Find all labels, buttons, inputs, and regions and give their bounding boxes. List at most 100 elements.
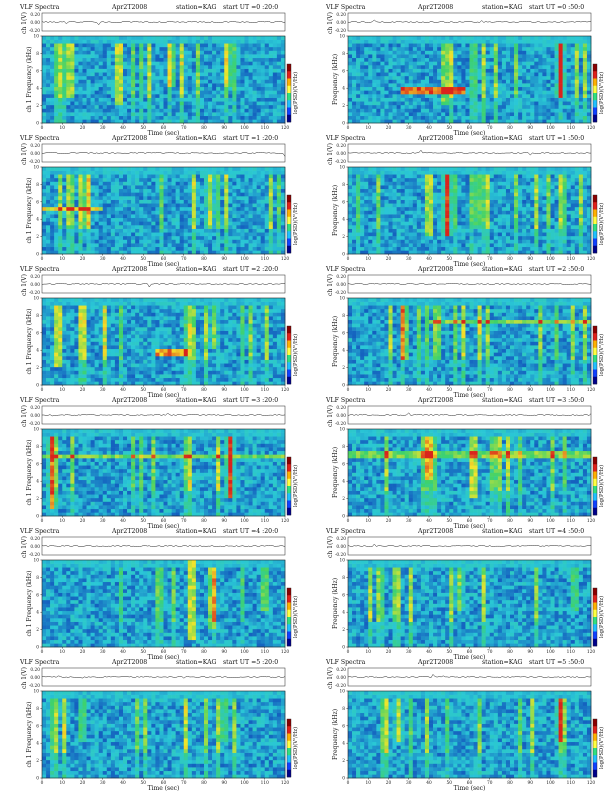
x-tick-label: 100 xyxy=(240,126,248,131)
colorbar xyxy=(592,587,598,647)
x-tick-label: 20 xyxy=(386,388,392,393)
waveform-trace xyxy=(41,545,286,547)
y-tick-label: 0 xyxy=(342,253,345,258)
x-tick-label: 110 xyxy=(261,126,269,131)
y-axis-label: ch 1 Frequency (kHz) xyxy=(26,309,33,375)
y-tick-label: 8 xyxy=(342,52,345,57)
y-tick-label: 0 xyxy=(36,646,39,651)
y-axis-label: Frequency (kHz) xyxy=(332,709,339,760)
x-tick-label: 90 xyxy=(222,781,228,786)
x-tick-label: 10 xyxy=(366,519,372,524)
panel-start-time: start UT =1 :50:0 xyxy=(529,135,584,142)
x-tick-label: 30 xyxy=(406,781,412,786)
y-tick-label: 10 xyxy=(34,428,40,433)
y-tick-label: 10 xyxy=(340,428,346,433)
waveform-tick-label: -0.20 xyxy=(335,684,346,689)
x-tick-label: 20 xyxy=(386,781,392,786)
y-tick-label: 4 xyxy=(36,349,39,354)
x-tick-label: 60 xyxy=(467,781,473,786)
waveform-tick-label: 0.00 xyxy=(30,545,40,550)
y-tick-label: 6 xyxy=(342,331,345,336)
panel-title: VLF Spectra xyxy=(325,266,366,273)
panel-station: station=KAG xyxy=(482,659,523,666)
panel-start-time: start UT =0 :50:0 xyxy=(529,4,584,11)
x-tick-label: 10 xyxy=(366,126,372,131)
x-tick-label: 50 xyxy=(141,650,147,655)
x-tick-label: 120 xyxy=(587,519,595,524)
x-tick-label: 100 xyxy=(240,257,248,262)
x-tick-label: 50 xyxy=(447,519,453,524)
x-tick-label: 80 xyxy=(507,126,513,131)
x-tick-label: 50 xyxy=(447,257,453,262)
panel-title: VLF Spectra xyxy=(325,4,366,11)
waveform-tick-label: 0.00 xyxy=(30,283,40,288)
x-tick-label: 70 xyxy=(181,650,187,655)
x-tick-label: 90 xyxy=(528,257,534,262)
colorbar-label: log(PSD)(V²/Hz) xyxy=(292,727,299,769)
waveform-axis-label: ch 1(V) xyxy=(21,536,28,558)
waveform-tick-label: -0.20 xyxy=(335,291,346,296)
y-tick-label: 6 xyxy=(342,200,345,205)
waveform-tick-label: -0.20 xyxy=(29,422,40,427)
x-tick-label: 20 xyxy=(80,126,86,131)
spectrogram-svg: VLF Spectra Apr2T2008 station=KAG start UT … xyxy=(325,135,605,268)
panel-station: station=KAG xyxy=(482,528,523,535)
x-axis-label: Time (sec) xyxy=(148,785,180,792)
x-tick-label: 120 xyxy=(281,257,289,262)
x-tick-label: 70 xyxy=(487,519,493,524)
waveform-axis-label: ch 1(V) xyxy=(327,536,334,558)
colorbar xyxy=(286,63,292,123)
y-tick-label: 4 xyxy=(36,480,39,485)
x-tick-label: 80 xyxy=(507,650,513,655)
y-tick-label: 8 xyxy=(342,576,345,581)
spectrogram-svg: VLF Spectra Apr2T2008 station=KAG start UT … xyxy=(325,4,605,137)
x-tick-label: 40 xyxy=(426,257,432,262)
y-tick-label: 0 xyxy=(36,777,39,782)
spectrogram-svg: VLF Spectra Apr2T2008 station=KAG start UT … xyxy=(19,4,299,137)
y-tick-label: 4 xyxy=(342,480,345,485)
x-tick-label: 10 xyxy=(60,126,66,131)
x-tick-label: 120 xyxy=(587,126,595,131)
panel-start-time: start UT =2 :20:0 xyxy=(223,266,278,273)
waveform-tick-label: 0.20 xyxy=(336,406,346,411)
y-tick-label: 10 xyxy=(340,690,346,695)
x-tick-label: 20 xyxy=(80,388,86,393)
x-tick-label: 100 xyxy=(240,781,248,786)
waveform-trace xyxy=(41,283,286,288)
y-tick-label: 4 xyxy=(36,742,39,747)
x-tick-label: 0 xyxy=(41,650,44,655)
x-axis-label: Time (sec) xyxy=(454,523,486,530)
waveform-tick-label: 0.20 xyxy=(30,13,40,18)
x-tick-label: 40 xyxy=(120,781,126,786)
spectrogram-image xyxy=(348,298,592,386)
x-axis-label: Time (sec) xyxy=(454,130,486,137)
waveform-frame xyxy=(41,143,286,163)
y-tick-label: 2 xyxy=(36,366,39,371)
x-tick-label: 40 xyxy=(426,519,432,524)
spectrogram-image xyxy=(42,167,286,255)
x-tick-label: 60 xyxy=(161,388,167,393)
panel-date: Apr2T2008 xyxy=(417,4,453,11)
panel-title: VLF Spectra xyxy=(325,397,366,404)
x-tick-label: 20 xyxy=(386,519,392,524)
x-tick-label: 60 xyxy=(467,126,473,131)
panel-date: Apr2T2008 xyxy=(417,659,453,666)
x-tick-label: 100 xyxy=(546,519,554,524)
x-tick-label: 120 xyxy=(587,781,595,786)
y-tick-label: 4 xyxy=(342,611,345,616)
x-tick-label: 0 xyxy=(41,781,44,786)
y-tick-label: 10 xyxy=(34,35,40,40)
x-tick-label: 10 xyxy=(60,650,66,655)
waveform-tick-label: 0.20 xyxy=(30,668,40,673)
x-tick-label: 110 xyxy=(261,257,269,262)
y-axis-label: Frequency (kHz) xyxy=(332,578,339,629)
x-tick-label: 90 xyxy=(528,519,534,524)
x-tick-label: 120 xyxy=(587,388,595,393)
panel-title: VLF Spectra xyxy=(19,659,60,666)
x-tick-label: 90 xyxy=(222,257,228,262)
x-tick-label: 0 xyxy=(347,257,350,262)
waveform-tick-label: 0.00 xyxy=(30,414,40,419)
panel-station: station=KAG xyxy=(482,266,523,273)
x-tick-label: 40 xyxy=(120,257,126,262)
waveform-frame xyxy=(347,536,592,556)
